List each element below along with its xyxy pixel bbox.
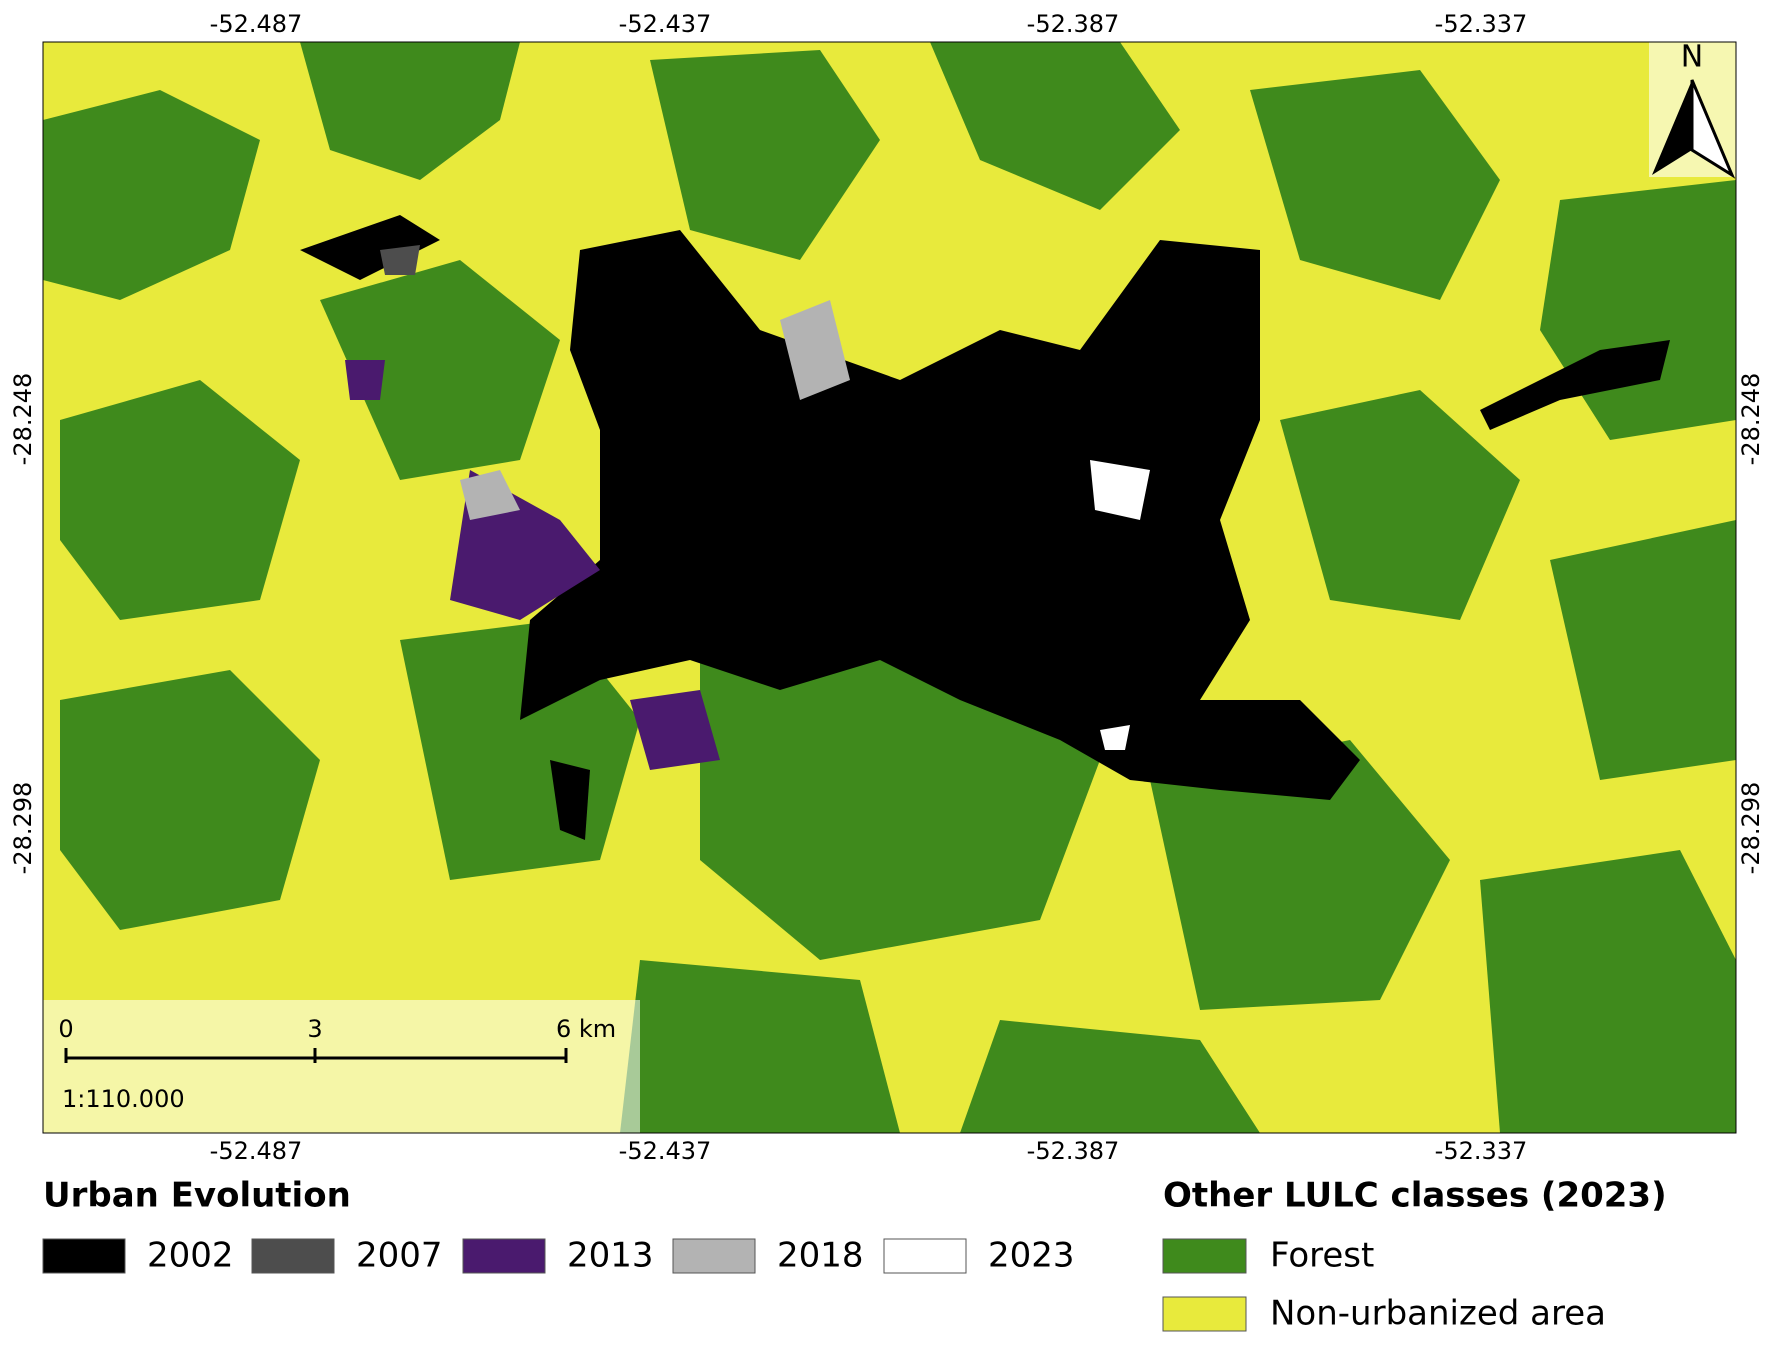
north-label: N — [1681, 40, 1703, 75]
y-coord-label: -28.248 — [9, 373, 37, 466]
y-coord-label: -28.298 — [9, 782, 37, 875]
legend-label: 2002 — [147, 1236, 234, 1276]
legend-label: 2013 — [567, 1236, 654, 1276]
y-coord-label: -28.298 — [1737, 782, 1765, 875]
legend-swatch — [883, 1238, 967, 1274]
legend-label: Non-urbanized area — [1270, 1294, 1606, 1334]
legend-title: Urban Evolution — [43, 1176, 351, 1216]
legend-label: 2023 — [988, 1236, 1075, 1276]
legend-swatch — [1162, 1296, 1247, 1332]
scale-label: 0 — [58, 1015, 73, 1043]
x-coord-label: -52.437 — [619, 10, 712, 38]
y-coord-label: -28.248 — [1737, 373, 1765, 466]
legend-label: Forest — [1270, 1236, 1374, 1276]
legend: Urban Evolution Other LULC classes (2023… — [42, 1176, 1667, 1334]
x-coord-label: -52.387 — [1027, 1137, 1120, 1165]
north-arrow: N — [1649, 40, 1736, 179]
legend-label: 2018 — [777, 1236, 864, 1276]
x-coord-label: -52.487 — [210, 1137, 303, 1165]
legend-swatch — [42, 1238, 126, 1274]
x-coord-label: -52.337 — [1435, 10, 1528, 38]
legend-swatch — [251, 1238, 335, 1274]
legend-swatch — [1162, 1238, 1247, 1274]
map-frame — [42, 41, 1737, 1134]
legend-swatch — [672, 1238, 756, 1274]
legend-swatch — [462, 1238, 546, 1274]
scale-label: 3 — [307, 1015, 322, 1043]
coordinates: -52.487 -52.487 -52.437 -52.437 -52.387 -52.3… — [9, 10, 1765, 1165]
map-body: N 0 3 6 km 1:110.000 — [43, 40, 1736, 1133]
x-coord-label: -52.437 — [619, 1137, 712, 1165]
x-coord-label: -52.337 — [1435, 1137, 1528, 1165]
scale-label: 6 km — [556, 1015, 616, 1043]
urban-area — [300, 215, 1670, 840]
legend-label: 2007 — [356, 1236, 443, 1276]
legend-title: Other LULC classes (2023) — [1163, 1176, 1667, 1216]
x-coord-label: -52.487 — [210, 10, 303, 38]
scale-bar: 0 3 6 km 1:110.000 — [43, 1000, 640, 1133]
x-coord-label: -52.387 — [1027, 10, 1120, 38]
scale-ratio: 1:110.000 — [62, 1085, 185, 1113]
